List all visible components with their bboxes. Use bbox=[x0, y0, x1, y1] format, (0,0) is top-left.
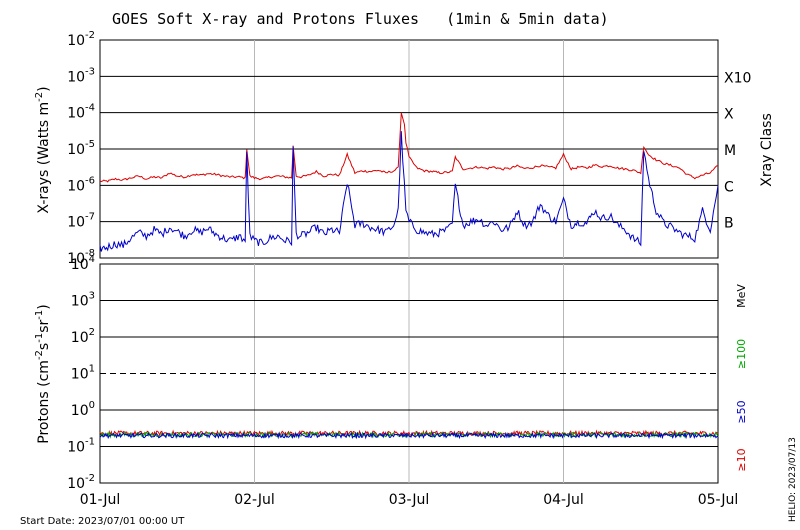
xray-class-axis-label: Xray Class bbox=[759, 113, 775, 187]
xray-y-tick-label: 10-6 bbox=[67, 175, 95, 194]
xray-series-long bbox=[99, 112, 719, 183]
xray-y-tick-label: 10-4 bbox=[67, 103, 95, 122]
xray-y-tick-label: 10-2 bbox=[67, 30, 95, 49]
proton-y-tick-label: 10-1 bbox=[67, 437, 95, 456]
x-tick-label: 05-Jul bbox=[698, 492, 739, 508]
xray-y-tick-label: 10-7 bbox=[67, 212, 95, 231]
credit-label: HELIO: 2023/07/13 bbox=[788, 437, 798, 522]
proton-y-tick-label: 104 bbox=[71, 254, 95, 273]
x-tick-label: 04-Jul bbox=[543, 492, 584, 508]
proton-energy-label: ≥10 bbox=[735, 448, 748, 471]
proton-energy-label: ≥50 bbox=[735, 400, 748, 423]
xray-y-axis-label: X-rays (Watts m-2) bbox=[34, 86, 52, 213]
xray-class-label: B bbox=[724, 216, 734, 232]
xray-class-label: C bbox=[724, 179, 734, 195]
proton-y-tick-labels: 10-2 10-1 100 101 102 103 104 bbox=[67, 254, 95, 492]
xray-class-labels: B C M X X10 bbox=[724, 70, 751, 231]
x-tick-label: 01-Jul bbox=[80, 492, 121, 508]
proton-y-tick-label: 102 bbox=[71, 327, 95, 346]
x-tick-label: 02-Jul bbox=[234, 492, 275, 508]
proton-energy-labels: MeV ≥100 ≥50 ≥10 bbox=[735, 284, 748, 472]
proton-series-ge50 bbox=[99, 431, 718, 440]
proton-y-tick-label: 103 bbox=[71, 291, 95, 310]
proton-energy-label: MeV bbox=[735, 284, 748, 308]
xray-decade-lines bbox=[100, 75, 718, 223]
xray-class-label: M bbox=[724, 143, 736, 159]
chart-title: GOES Soft X-ray and Protons Fluxes (1min… bbox=[112, 10, 609, 28]
proton-decade-lines bbox=[100, 300, 718, 447]
xray-y-tick-label: 10-8 bbox=[67, 248, 95, 267]
proton-y-axis-label: Protons (cm-2s-1sr-1) bbox=[34, 304, 52, 443]
xray-y-tick-label: 10-3 bbox=[67, 66, 95, 85]
xray-y-tick-label: 10-5 bbox=[67, 139, 95, 158]
proton-y-tick-label: 10-2 bbox=[67, 473, 95, 492]
start-date-label: Start Date: 2023/07/01 00:00 UT bbox=[20, 516, 185, 527]
xray-class-label: X10 bbox=[724, 70, 751, 86]
proton-energy-label: ≥100 bbox=[735, 339, 748, 369]
x-tick-labels: 01-Jul 02-Jul 03-Jul 04-Jul 05-Jul bbox=[80, 492, 739, 508]
x-tick-label: 03-Jul bbox=[389, 492, 430, 508]
proton-y-tick-label: 101 bbox=[71, 364, 95, 383]
xray-series-short bbox=[99, 131, 719, 252]
xray-class-label: X bbox=[724, 107, 734, 123]
proton-y-tick-label: 100 bbox=[71, 400, 95, 419]
xray-series-group bbox=[99, 112, 719, 252]
xray-y-tick-labels: 10-8 10-7 10-6 10-5 10-4 10-3 10-2 bbox=[67, 30, 95, 267]
proton-series-group bbox=[99, 429, 719, 440]
